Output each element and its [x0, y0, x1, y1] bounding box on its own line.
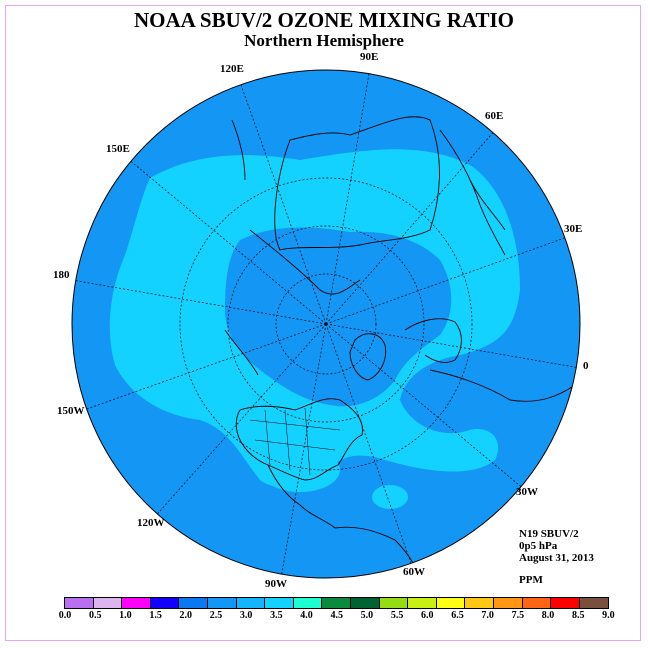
colorbar-tick-label: 7.0 [481, 610, 494, 621]
colorbar-tick-label: 2.0 [179, 610, 193, 621]
plot-frame [5, 5, 641, 641]
colorbar-swatch [150, 598, 180, 608]
colorbar-tick-label: 6.5 [451, 610, 464, 621]
map-boundary [71, 69, 581, 579]
meridian-0 [325, 323, 580, 369]
colorbar-tick-label: 5.0 [360, 610, 374, 621]
colorbar-tick-label: 3.0 [239, 610, 253, 621]
latitude-circle-30 [179, 177, 473, 471]
meridian-90e [325, 70, 371, 325]
info-block: N19 SBUV/2 0p5 hPa August 31, 2013 [519, 528, 594, 564]
colorbar-swatch [293, 598, 323, 608]
colorbar-swatch [122, 598, 151, 608]
colorbar-tick-label: 4.0 [300, 610, 313, 621]
meridian-120e [239, 81, 327, 325]
meridian-60e [325, 127, 498, 325]
colorbar-tick-label: 0.0 [58, 610, 72, 621]
coast-siberia [249, 229, 361, 295]
meridian-150w [83, 323, 327, 411]
coast-arabia [469, 179, 506, 231]
colorbar-tick-label: 8.0 [541, 610, 555, 621]
date-label: August 31, 2013 [519, 552, 594, 564]
colorbar-tick-label: 6.0 [421, 610, 434, 621]
latitude-circle-60 [275, 273, 377, 375]
lon-label-120e: 120E [220, 63, 244, 75]
lon-label-30w: 30W [516, 486, 538, 498]
meridian-60w [325, 323, 413, 567]
lon-label-60w: 60W [403, 566, 425, 578]
lon-label-90w: 90W [265, 578, 287, 590]
coast-africa [429, 369, 576, 402]
colorbar-tick-label: 0.5 [88, 610, 102, 621]
colorbar-tick-label: 1.0 [119, 610, 132, 621]
colorbar [64, 597, 610, 609]
colorbar-swatch [236, 598, 266, 608]
colorbar-swatch [179, 598, 208, 608]
colorbar-swatch [493, 598, 523, 608]
meridian-30e [325, 235, 571, 325]
colorbar-tick-label: 8.5 [571, 610, 585, 621]
colorbar-swatch [93, 598, 123, 608]
coast-europe [404, 318, 462, 363]
colorbar-swatch [408, 598, 437, 608]
colorbar-tick-label: 9.0 [602, 610, 615, 621]
colorbar-swatch [350, 598, 380, 608]
meridian-180 [72, 279, 327, 325]
colorbar-swatch [436, 598, 466, 608]
coast-alaska [224, 329, 259, 376]
ozone-core-dark [225, 227, 452, 407]
colorbar-tick-label: 7.5 [511, 610, 525, 621]
colorbar-tick-label: 1.5 [149, 610, 162, 621]
meridian-30w [325, 323, 526, 491]
coast-india [439, 129, 506, 256]
units-label: PPM [519, 574, 543, 586]
colorbar-tick-label: 2.5 [209, 610, 223, 621]
coast-central-america [267, 464, 336, 529]
map-title: NOAA SBUV/2 OZONE MIXING RATIO [134, 8, 514, 32]
colorbar-swatch [522, 598, 552, 608]
colorbar-tick-label: 3.5 [270, 610, 283, 621]
coast-greenland [349, 333, 387, 381]
lon-label-150e: 150E [106, 143, 130, 155]
lon-label-180: 180 [53, 269, 70, 281]
satellite-label: N19 SBUV/2 [519, 528, 579, 540]
lon-label-60e: 60E [485, 110, 504, 122]
coast-north-america [235, 398, 363, 481]
colorbar-swatch [65, 598, 94, 608]
colorbar-swatch [265, 598, 294, 608]
coast-asia [274, 116, 440, 251]
colorbar-swatch [551, 598, 580, 608]
colorbar-swatch [465, 598, 494, 608]
ozone-blob-small [372, 485, 408, 509]
colorbar-swatch [322, 598, 351, 608]
colorbar-swatch [207, 598, 237, 608]
latitude-circle-45 [227, 225, 425, 423]
colorbar-swatch [579, 598, 609, 608]
lon-label-30e: 30E [564, 223, 583, 235]
lon-label-0: 0 [583, 360, 589, 372]
map-subtitle: Northern Hemisphere [244, 31, 404, 50]
lon-label-150w: 150W [57, 405, 85, 417]
pressure-level-label: 0p5 hPa [519, 540, 558, 552]
lon-label-90e: 90E [360, 51, 379, 63]
meridian-90w [280, 323, 327, 578]
lon-label-120w: 120W [137, 517, 165, 529]
meridian-150e [126, 157, 327, 325]
coast-japan [231, 119, 246, 181]
colorbar-tick-label: 4.5 [330, 610, 343, 621]
colorbar-swatch [379, 598, 409, 608]
colorbar-tick-label: 5.5 [390, 610, 404, 621]
